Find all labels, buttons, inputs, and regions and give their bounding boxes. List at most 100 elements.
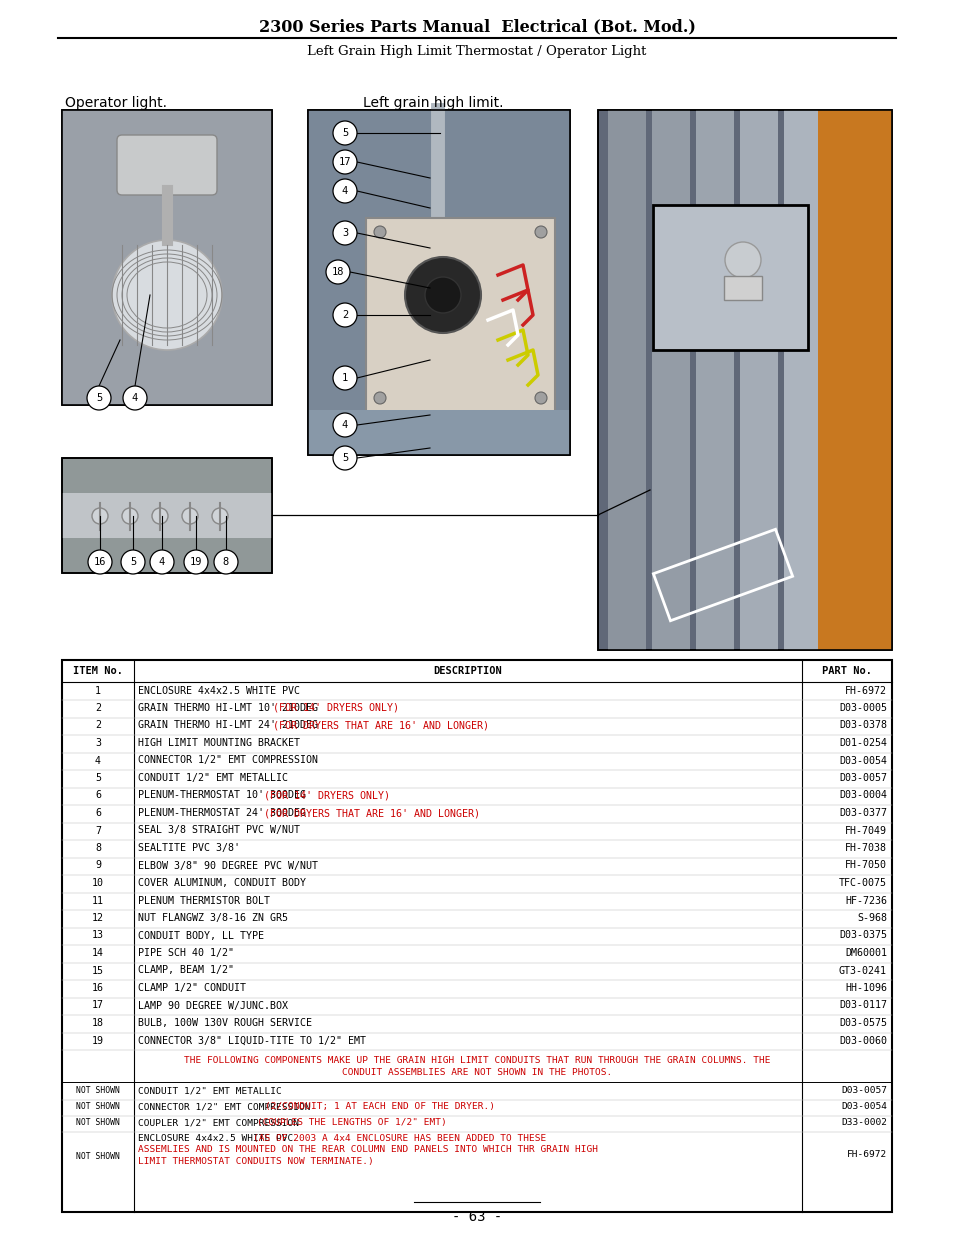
Circle shape [333, 121, 356, 144]
Text: 4: 4 [341, 420, 348, 430]
Text: THE FOLLOWING COMPONENTS MAKE UP THE GRAIN HIGH LIMIT CONDUITS THAT RUN THROUGH : THE FOLLOWING COMPONENTS MAKE UP THE GRA… [184, 1056, 769, 1065]
Circle shape [213, 550, 237, 574]
FancyBboxPatch shape [652, 205, 807, 350]
Text: COUPLER 1/2" EMT COMPRESSION: COUPLER 1/2" EMT COMPRESSION [138, 1118, 304, 1128]
Text: 17: 17 [338, 157, 351, 167]
Text: ITEM No.: ITEM No. [73, 666, 123, 676]
FancyBboxPatch shape [308, 110, 569, 454]
Text: D03-0377: D03-0377 [838, 808, 886, 818]
Text: GT3-0241: GT3-0241 [838, 966, 886, 976]
FancyBboxPatch shape [62, 493, 272, 538]
Text: CLAMP, BEAM 1/2": CLAMP, BEAM 1/2" [138, 966, 233, 976]
Text: CONNECTOR 3/8" LIQUID-TITE TO 1/2" EMT: CONNECTOR 3/8" LIQUID-TITE TO 1/2" EMT [138, 1035, 366, 1046]
Text: CONNECTOR 1/2" EMT COMPRESSION: CONNECTOR 1/2" EMT COMPRESSION [138, 756, 317, 766]
Text: CONNECTOR 1/2" EMT COMPRESSION: CONNECTOR 1/2" EMT COMPRESSION [138, 1102, 315, 1112]
Text: D03-0054: D03-0054 [841, 1102, 886, 1112]
FancyBboxPatch shape [62, 659, 891, 1212]
Circle shape [535, 391, 546, 404]
Text: (FOR DRYERS THAT ARE 16' AND LONGER): (FOR DRYERS THAT ARE 16' AND LONGER) [273, 720, 488, 730]
Circle shape [326, 261, 350, 284]
Text: PLENUM-THERMOSTAT 24' 300DEG: PLENUM-THERMOSTAT 24' 300DEG [138, 808, 312, 818]
Circle shape [123, 387, 147, 410]
Text: 13: 13 [91, 930, 104, 941]
Circle shape [374, 226, 386, 238]
Text: 5: 5 [95, 773, 101, 783]
Circle shape [182, 508, 198, 524]
Circle shape [150, 550, 173, 574]
Text: (AS OF 2003 A 4x4 ENCLOSURE HAS BEEN ADDED TO THESE: (AS OF 2003 A 4x4 ENCLOSURE HAS BEEN ADD… [253, 1134, 545, 1144]
Text: DESCRIPTION: DESCRIPTION [434, 666, 502, 676]
Text: 1: 1 [95, 685, 101, 695]
Circle shape [152, 508, 168, 524]
Text: 8: 8 [223, 557, 229, 567]
Text: D03-0054: D03-0054 [838, 756, 886, 766]
Text: (2/CONDUIT; 1 AT EACH END OF THE DRYER.): (2/CONDUIT; 1 AT EACH END OF THE DRYER.) [265, 1102, 495, 1112]
Text: D03-0375: D03-0375 [838, 930, 886, 941]
Text: 5: 5 [341, 453, 348, 463]
Text: 2: 2 [341, 310, 348, 320]
Text: NUT FLANGWZ 3/8-16 ZN GR5: NUT FLANGWZ 3/8-16 ZN GR5 [138, 913, 288, 923]
Text: 4: 4 [95, 756, 101, 766]
Text: 2: 2 [95, 703, 101, 713]
Text: FH-7050: FH-7050 [844, 861, 886, 871]
Text: PIPE SCH 40 1/2": PIPE SCH 40 1/2" [138, 948, 233, 958]
FancyBboxPatch shape [308, 410, 569, 454]
Text: 16: 16 [93, 557, 106, 567]
Circle shape [333, 303, 356, 327]
Text: CONDUIT ASSEMBLIES ARE NOT SHOWN IN THE PHOTOS.: CONDUIT ASSEMBLIES ARE NOT SHOWN IN THE … [341, 1068, 612, 1077]
Text: 18: 18 [91, 1018, 104, 1028]
Circle shape [333, 446, 356, 471]
Circle shape [112, 240, 222, 350]
Text: GRAIN THERMO HI-LMT 24' 210DEG: GRAIN THERMO HI-LMT 24' 210DEG [138, 720, 324, 730]
Text: 15: 15 [91, 966, 104, 976]
Text: HH-1096: HH-1096 [844, 983, 886, 993]
FancyBboxPatch shape [783, 110, 821, 650]
Text: Left Grain High Limit Thermostat / Operator Light: Left Grain High Limit Thermostat / Opera… [307, 44, 646, 58]
Text: 17: 17 [91, 1000, 104, 1010]
Text: ASSEMLIES AND IS MOUNTED ON THE REAR COLUMN END PANELS INTO WHICH THR GRAIN HIGH: ASSEMLIES AND IS MOUNTED ON THE REAR COL… [138, 1146, 598, 1155]
Text: 3: 3 [341, 228, 348, 238]
Text: 6: 6 [95, 790, 101, 800]
Text: BULB, 100W 130V ROUGH SERVICE: BULB, 100W 130V ROUGH SERVICE [138, 1018, 312, 1028]
Text: S-968: S-968 [856, 913, 886, 923]
Text: CONDUIT BODY, LL TYPE: CONDUIT BODY, LL TYPE [138, 930, 264, 941]
FancyBboxPatch shape [740, 110, 778, 650]
Circle shape [405, 257, 480, 333]
Text: 7: 7 [95, 825, 101, 836]
Text: PART No.: PART No. [821, 666, 871, 676]
Text: FH-6972: FH-6972 [846, 1150, 886, 1158]
Text: 5: 5 [341, 128, 348, 138]
Circle shape [212, 508, 228, 524]
Text: SEAL 3/8 STRAIGHT PVC W/NUT: SEAL 3/8 STRAIGHT PVC W/NUT [138, 825, 299, 836]
Circle shape [184, 550, 208, 574]
Text: DM60001: DM60001 [844, 948, 886, 958]
Text: 10: 10 [91, 878, 104, 888]
Text: NOT SHOWN: NOT SHOWN [76, 1152, 120, 1161]
Text: 5: 5 [130, 557, 136, 567]
Text: 9: 9 [95, 861, 101, 871]
Text: FH-7038: FH-7038 [844, 844, 886, 853]
Circle shape [333, 221, 356, 245]
FancyBboxPatch shape [598, 110, 891, 650]
Circle shape [91, 508, 108, 524]
Text: 8: 8 [95, 844, 101, 853]
FancyBboxPatch shape [308, 110, 569, 454]
Text: 6: 6 [95, 808, 101, 818]
Text: FH-7049: FH-7049 [844, 825, 886, 836]
Circle shape [122, 508, 138, 524]
Text: 1: 1 [341, 373, 348, 383]
FancyBboxPatch shape [607, 110, 645, 650]
Circle shape [88, 550, 112, 574]
Circle shape [374, 391, 386, 404]
Text: ENCLOSURE 4x4x2.5 WHITE PVC: ENCLOSURE 4x4x2.5 WHITE PVC [138, 685, 299, 695]
Text: CONDUIT 1/2" EMT METALLIC: CONDUIT 1/2" EMT METALLIC [138, 773, 288, 783]
Text: 4: 4 [159, 557, 165, 567]
Text: 4: 4 [132, 393, 138, 403]
FancyBboxPatch shape [62, 458, 272, 573]
FancyBboxPatch shape [366, 219, 555, 412]
Text: Operator light.: Operator light. [65, 96, 167, 110]
Circle shape [424, 277, 460, 312]
Text: 18: 18 [332, 267, 344, 277]
Circle shape [87, 387, 111, 410]
Text: (FOR 14' DRYERS ONLY): (FOR 14' DRYERS ONLY) [273, 703, 398, 713]
